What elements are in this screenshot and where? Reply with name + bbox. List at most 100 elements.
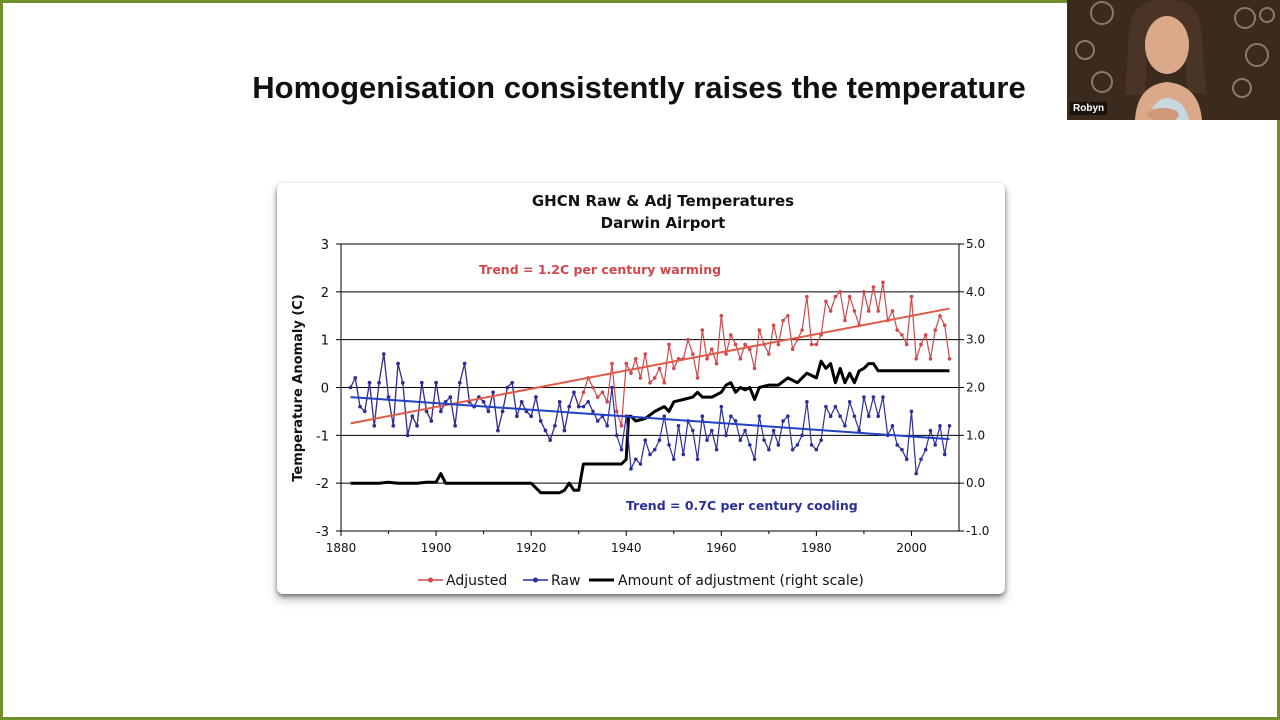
point-adjusted — [923, 333, 928, 337]
point-raw — [496, 428, 500, 433]
point-raw — [638, 462, 643, 466]
legend: Adjusted Raw Amount of adjustment (right… — [418, 573, 864, 589]
annotation-cooling: Trend = 0.7C per century cooling — [626, 498, 858, 513]
point-raw — [391, 423, 396, 428]
point-adjusted — [733, 342, 738, 347]
point-adjusted — [619, 423, 624, 428]
point-raw — [710, 428, 714, 433]
legend-adjusted-label: Adjusted — [446, 573, 507, 589]
point-raw — [838, 414, 842, 418]
point-adjusted — [648, 380, 652, 385]
point-raw — [381, 352, 386, 356]
point-raw — [781, 419, 785, 423]
point-raw — [786, 414, 790, 418]
chart-svg: GHCN Raw & Adj Temperatures Darwin Airpo… — [291, 192, 989, 589]
point-adjusted — [890, 309, 895, 313]
point-raw — [942, 452, 947, 457]
point-adjusted — [662, 380, 667, 385]
point-raw — [481, 400, 486, 404]
point-raw — [439, 409, 443, 414]
point-adjusted — [591, 385, 595, 390]
point-adjusted — [624, 361, 629, 366]
point-raw — [591, 409, 595, 414]
legend-adjustment-label: Amount of adjustment (right scale) — [618, 573, 864, 589]
point-raw — [557, 400, 562, 404]
point-raw — [719, 404, 724, 409]
point-adjusted — [900, 333, 904, 337]
point-adjusted — [752, 366, 757, 371]
y2-tick-label: -1.0 — [966, 524, 989, 538]
point-adjusted — [862, 290, 866, 294]
point-raw — [648, 452, 652, 457]
x-tick-label: 1900 — [421, 541, 452, 555]
point-raw — [767, 447, 771, 452]
point-raw — [667, 443, 671, 447]
y-tick-label: -1 — [316, 429, 329, 444]
point-raw — [410, 414, 415, 418]
point-raw — [947, 423, 952, 428]
point-raw — [572, 390, 576, 395]
point-raw — [733, 419, 738, 423]
point-raw — [610, 385, 614, 390]
point-raw — [358, 404, 362, 409]
point-raw — [505, 385, 510, 390]
point-raw — [534, 395, 538, 399]
point-adjusted — [800, 328, 804, 332]
point-adjusted — [581, 390, 586, 395]
y-tick-label: -2 — [316, 477, 329, 492]
point-adjusted — [671, 366, 676, 371]
point-adjusted — [710, 347, 714, 352]
point-raw — [862, 395, 866, 399]
point-raw — [633, 457, 638, 462]
point-adjusted — [629, 371, 633, 375]
point-adjusted — [738, 357, 743, 361]
point-raw — [614, 433, 619, 438]
point-raw — [690, 428, 695, 433]
trend-line-adjusted — [350, 307, 950, 425]
y-tick-label: 0 — [321, 382, 329, 397]
point-adjusted — [809, 342, 814, 347]
point-adjusted — [847, 294, 852, 299]
point-raw — [576, 404, 581, 409]
point-raw — [362, 409, 367, 414]
x-tick-label: 1980 — [801, 541, 832, 555]
point-raw — [824, 404, 828, 409]
point-raw — [724, 433, 728, 438]
point-raw — [790, 447, 795, 452]
y-tick-label: -3 — [316, 525, 329, 540]
point-adjusted — [871, 285, 876, 289]
point-raw — [695, 457, 700, 462]
point-raw — [401, 380, 405, 385]
point-raw — [367, 380, 372, 385]
x-tick-label: 1880 — [326, 541, 357, 555]
legend-adjusted-marker — [428, 577, 433, 583]
point-raw — [814, 447, 819, 452]
y2-tick-label: 3.0 — [966, 333, 985, 347]
x-tick-label: 1920 — [516, 541, 547, 555]
point-adjusted — [843, 318, 847, 323]
point-raw — [928, 428, 933, 433]
point-raw — [833, 404, 838, 409]
point-adjusted — [714, 361, 719, 366]
webcam-thumbnail[interactable]: Robyn — [1067, 0, 1280, 120]
point-raw — [890, 423, 895, 428]
point-raw — [643, 438, 648, 442]
person-video — [1125, 0, 1207, 120]
point-raw — [748, 443, 752, 447]
point-raw — [510, 380, 514, 385]
point-raw — [372, 423, 377, 428]
trend-line-raw — [350, 396, 950, 441]
point-raw — [714, 447, 719, 452]
y2-tick-label: 0.0 — [966, 476, 985, 490]
point-raw — [491, 390, 495, 395]
y2-tick-label: 4.0 — [966, 285, 985, 299]
point-adjusted — [895, 328, 899, 332]
point-adjusted — [690, 352, 695, 356]
point-adjusted — [866, 309, 871, 313]
y-tick-label: 1 — [321, 334, 329, 349]
point-adjusted — [876, 309, 880, 313]
point-adjusted — [904, 342, 909, 347]
point-raw — [914, 471, 919, 476]
point-raw — [386, 395, 391, 399]
point-raw — [762, 438, 766, 442]
